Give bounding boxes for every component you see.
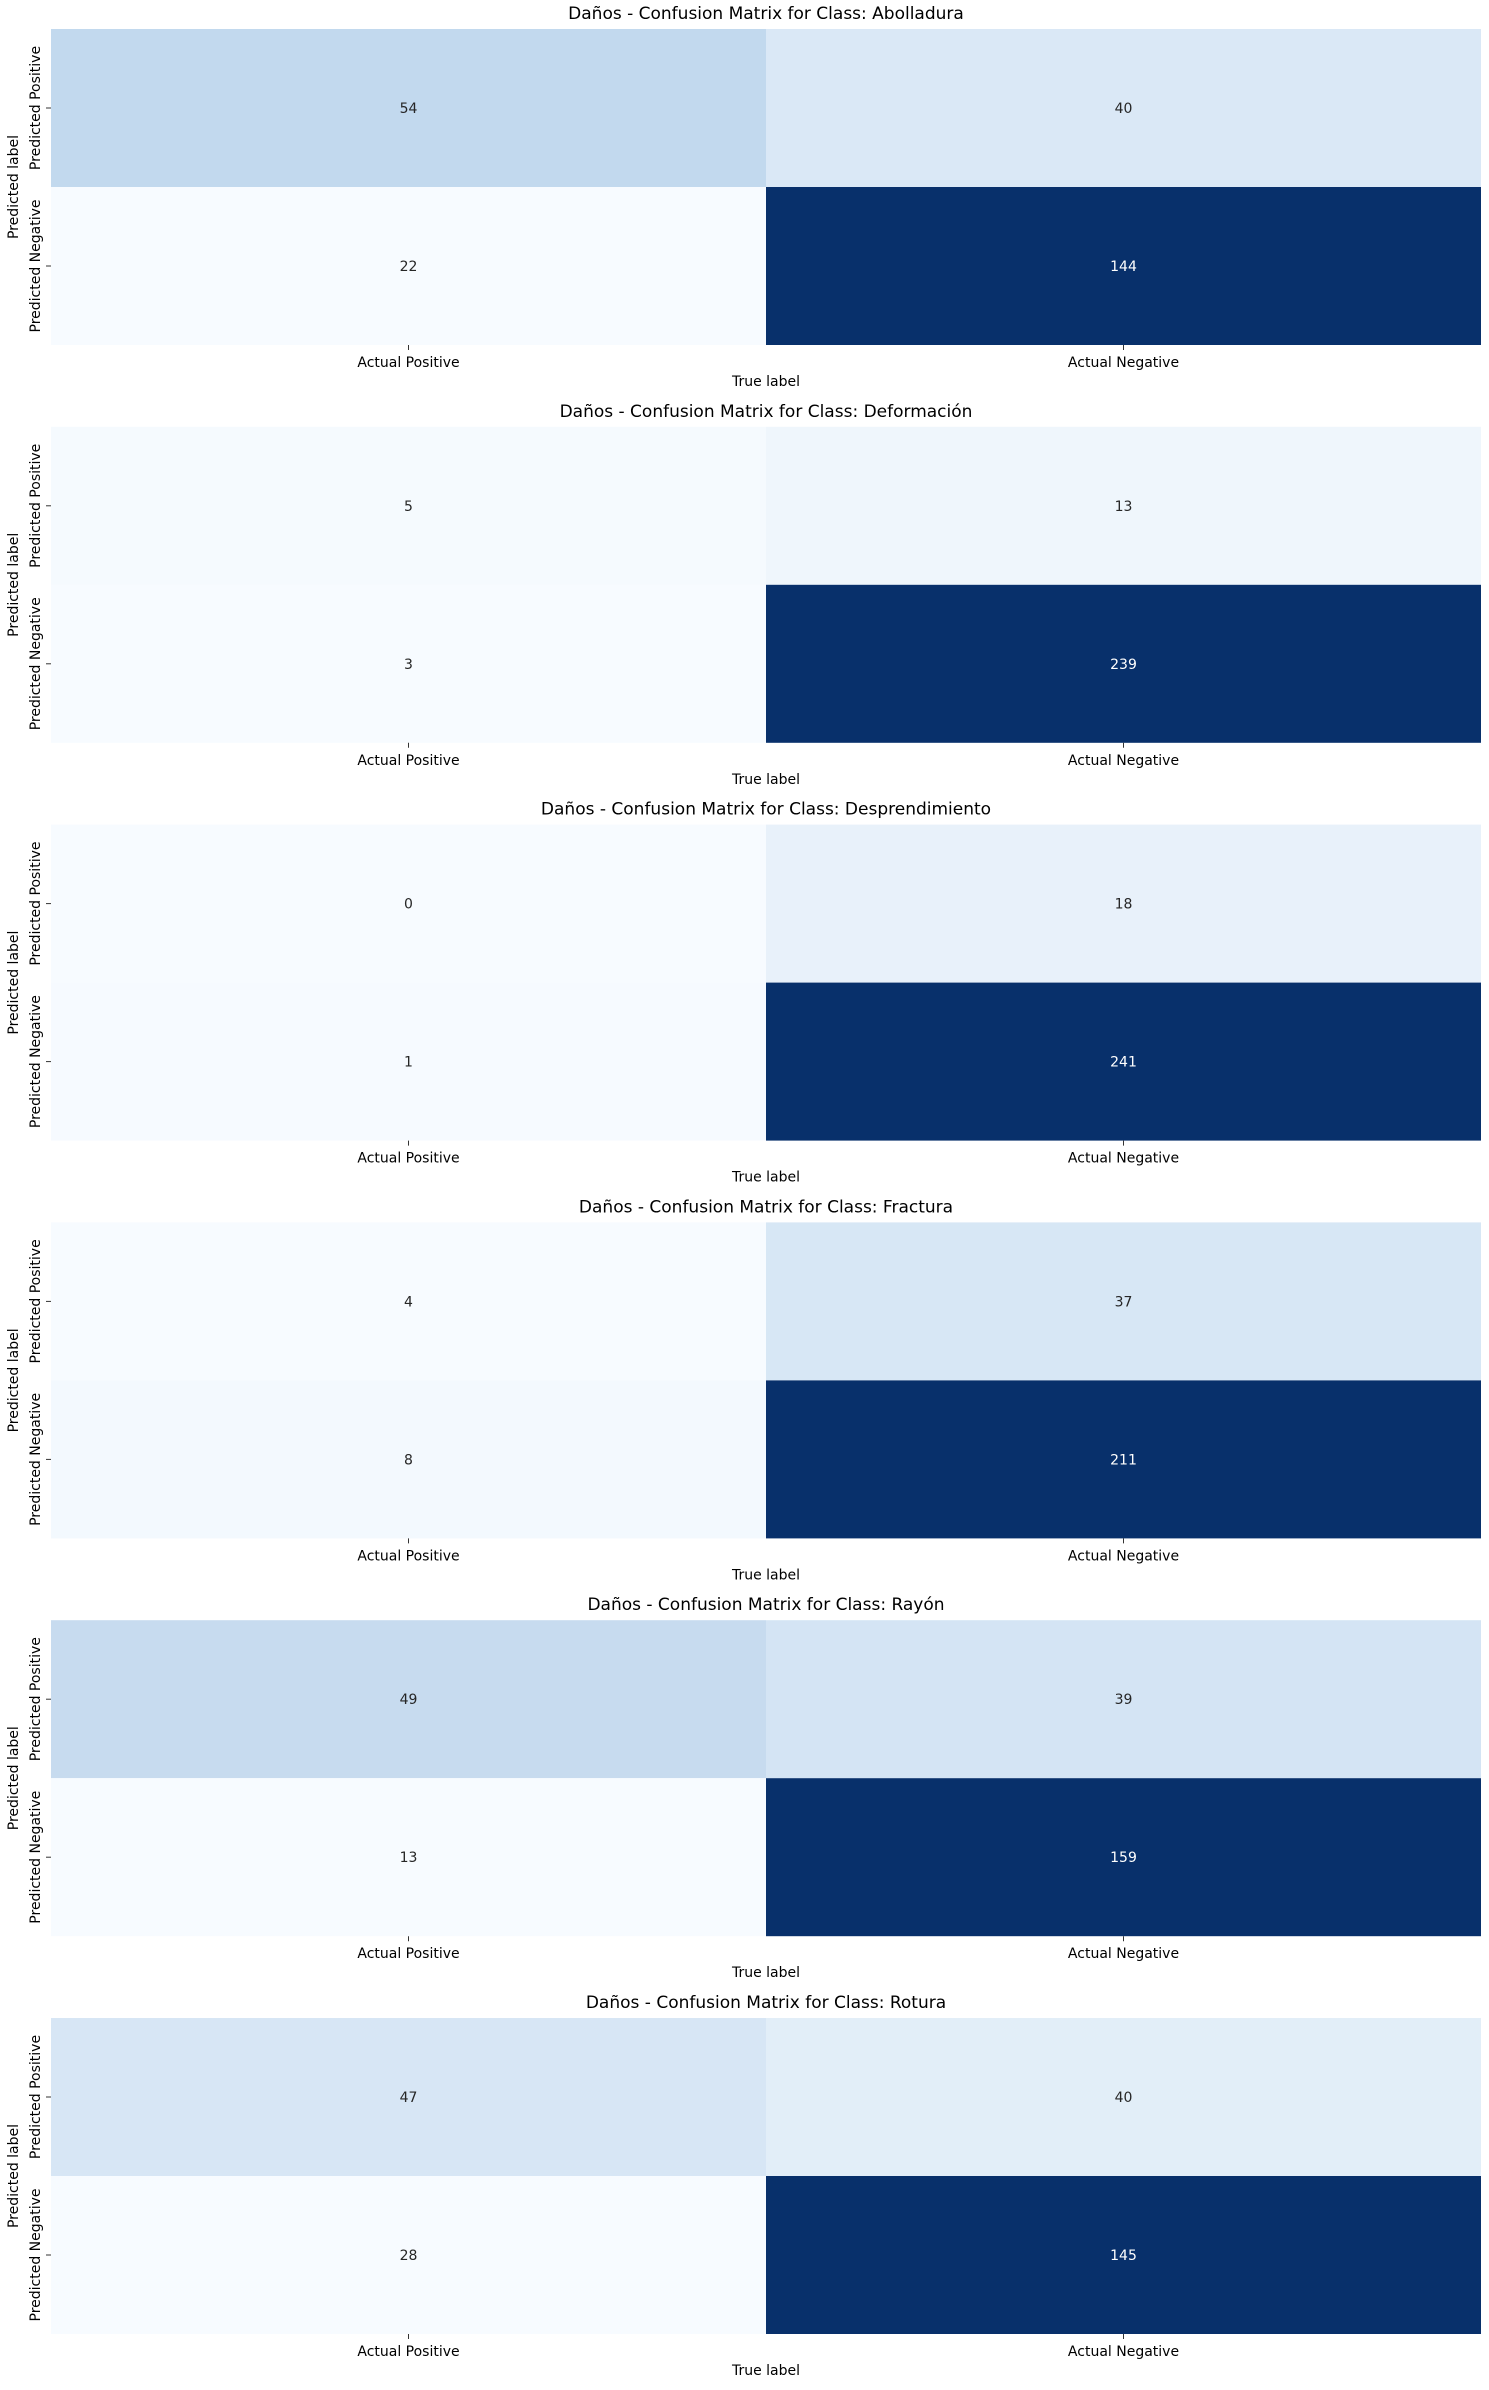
y-axis-label: Predicted label xyxy=(6,533,22,637)
x-tick-label: Actual Positive xyxy=(357,2344,459,2360)
heatmap-cell xyxy=(51,2176,766,2334)
cell-value-label: 144 xyxy=(1110,259,1137,275)
y-axis-label: Predicted label xyxy=(6,931,22,1035)
x-axis-label: True label xyxy=(731,1170,800,1186)
heatmap-cell xyxy=(766,824,1481,983)
y-tick-label: Predicted Positive xyxy=(28,842,44,966)
confusion-matrix-panel: Daños - Confusion Matrix for Class: Abol… xyxy=(6,4,1481,390)
y-axis-label: Predicted label xyxy=(6,2124,22,2228)
y-tick-label: Predicted Positive xyxy=(28,1239,44,1363)
x-tick-label: Actual Negative xyxy=(1068,1946,1179,1962)
heatmap-cell xyxy=(51,1778,766,1937)
heatmap-cell xyxy=(766,584,1481,743)
cell-value-label: 39 xyxy=(1115,1692,1133,1708)
x-tick-label: Actual Positive xyxy=(357,1946,459,1962)
heatmap-cell xyxy=(51,1380,766,1539)
y-tick-label: Predicted Negative xyxy=(28,995,44,1128)
cell-value-label: 54 xyxy=(400,101,418,117)
heatmap-cell xyxy=(51,982,766,1141)
cell-value-label: 5 xyxy=(404,499,413,515)
cell-value-label: 0 xyxy=(404,897,413,913)
panel-title: Daños - Confusion Matrix for Class: Defo… xyxy=(560,402,973,422)
confusion-matrix-panel: Daños - Confusion Matrix for Class: Rotu… xyxy=(6,1993,1481,2379)
cell-value-label: 8 xyxy=(404,1452,413,1468)
cell-value-label: 40 xyxy=(1115,101,1133,117)
heatmap-cell xyxy=(51,824,766,983)
panel-title: Daños - Confusion Matrix for Class: Desp… xyxy=(541,800,991,820)
cell-value-label: 22 xyxy=(400,259,418,275)
confusion-matrix-panel: Daños - Confusion Matrix for Class: Desp… xyxy=(6,800,1481,1186)
cell-value-label: 47 xyxy=(400,2090,418,2106)
cell-value-label: 13 xyxy=(400,1850,418,1866)
x-axis-label: True label xyxy=(731,1965,800,1981)
panel-title: Daños - Confusion Matrix for Class: Abol… xyxy=(568,4,964,24)
y-tick-label: Predicted Negative xyxy=(28,200,44,333)
x-tick-label: Actual Negative xyxy=(1068,355,1179,371)
cell-value-label: 37 xyxy=(1115,1294,1133,1310)
y-tick-label: Predicted Positive xyxy=(28,1637,44,1761)
heatmap-cell xyxy=(766,187,1481,345)
heatmap-cell xyxy=(766,1778,1481,1937)
y-tick-label: Predicted Positive xyxy=(28,46,44,170)
heatmap-cell xyxy=(766,1620,1481,1779)
heatmap-cell xyxy=(766,982,1481,1141)
x-tick-label: Actual Negative xyxy=(1068,2344,1179,2360)
heatmap-cell xyxy=(51,29,766,187)
y-axis-label: Predicted label xyxy=(6,1726,22,1830)
confusion-matrix-panel: Daños - Confusion Matrix for Class: Rayó… xyxy=(6,1595,1481,1981)
heatmap-cell xyxy=(766,1222,1481,1381)
heatmap-cell xyxy=(51,426,766,585)
x-tick-label: Actual Positive xyxy=(357,355,459,371)
cell-value-label: 211 xyxy=(1110,1452,1137,1468)
x-axis-label: True label xyxy=(731,2363,800,2379)
y-tick-label: Predicted Negative xyxy=(28,1393,44,1526)
heatmap-cell xyxy=(51,2018,766,2176)
heatmap-cell xyxy=(51,1222,766,1381)
heatmap-cell xyxy=(51,1620,766,1779)
cell-value-label: 241 xyxy=(1110,1055,1137,1071)
x-tick-label: Actual Negative xyxy=(1068,753,1179,769)
heatmap-cell xyxy=(766,2018,1481,2176)
y-tick-label: Predicted Negative xyxy=(28,2189,44,2322)
cell-value-label: 3 xyxy=(404,657,413,673)
cell-value-label: 239 xyxy=(1110,657,1137,673)
cell-value-label: 28 xyxy=(400,2248,418,2264)
y-tick-label: Predicted Negative xyxy=(28,1791,44,1924)
y-tick-label: Predicted Positive xyxy=(28,444,44,568)
heatmap-cell xyxy=(766,1380,1481,1539)
x-tick-label: Actual Positive xyxy=(357,753,459,769)
x-axis-label: True label xyxy=(731,374,800,390)
x-axis-label: True label xyxy=(731,772,800,788)
cell-value-label: 13 xyxy=(1115,499,1133,515)
cell-value-label: 159 xyxy=(1110,1850,1137,1866)
heatmap-cell xyxy=(766,2176,1481,2334)
confusion-matrix-panel: Daños - Confusion Matrix for Class: Frac… xyxy=(6,1197,1481,1583)
x-tick-label: Actual Negative xyxy=(1068,1548,1179,1564)
panel-title: Daños - Confusion Matrix for Class: Rotu… xyxy=(586,1993,946,2013)
y-tick-label: Predicted Negative xyxy=(28,597,44,730)
cell-value-label: 145 xyxy=(1110,2248,1137,2264)
cell-value-label: 49 xyxy=(400,1692,418,1708)
x-tick-label: Actual Negative xyxy=(1068,1151,1179,1167)
cell-value-label: 1 xyxy=(404,1055,413,1071)
y-tick-label: Predicted Positive xyxy=(28,2035,44,2159)
y-axis-label: Predicted label xyxy=(6,1328,22,1432)
heatmap-cell xyxy=(766,426,1481,585)
y-axis-label: Predicted label xyxy=(6,135,22,239)
panel-title: Daños - Confusion Matrix for Class: Frac… xyxy=(579,1197,953,1217)
panel-title: Daños - Confusion Matrix for Class: Rayó… xyxy=(587,1595,944,1615)
x-tick-label: Actual Positive xyxy=(357,1151,459,1167)
heatmap-cell xyxy=(51,187,766,345)
heatmap-cell xyxy=(51,584,766,743)
confusion-matrix-panel: Daños - Confusion Matrix for Class: Defo… xyxy=(6,402,1481,788)
heatmap-cell xyxy=(766,29,1481,187)
x-tick-label: Actual Positive xyxy=(357,1548,459,1564)
cell-value-label: 4 xyxy=(404,1294,413,1310)
x-axis-label: True label xyxy=(731,1567,800,1583)
cell-value-label: 40 xyxy=(1115,2090,1133,2106)
cell-value-label: 18 xyxy=(1115,897,1133,913)
